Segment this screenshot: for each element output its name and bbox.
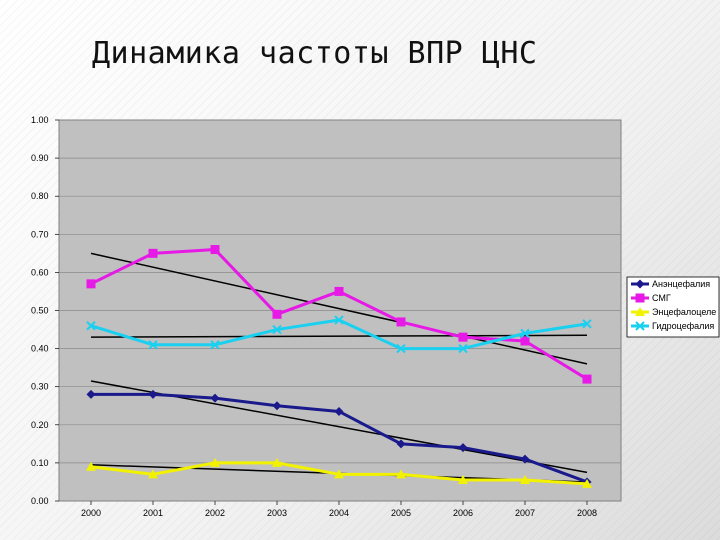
data-point [520,475,530,485]
legend-label: Энцефалоцеле [652,307,716,317]
data-point [582,478,592,488]
data-point [520,328,530,339]
data-point [148,389,158,399]
x-tick-label: 2004 [329,508,349,518]
data-point [334,406,344,416]
data-point [396,317,406,327]
data-point [272,309,282,319]
data-point [334,315,344,325]
data-point [86,461,96,471]
x-tick-label: 2008 [577,508,597,518]
x-tick-label: 2001 [143,508,163,518]
data-point [458,475,468,485]
data-point [210,393,220,403]
y-tick-label: 0.80 [31,191,49,201]
y-tick-label: 0.40 [31,344,49,354]
legend-label: Гидроцефалия [652,321,714,331]
data-point [635,293,645,303]
data-point [210,340,220,350]
trend-line [90,252,588,365]
x-tick-label: 2005 [391,508,411,518]
data-point [272,457,282,467]
data-point [520,336,530,346]
data-point [582,374,592,384]
x-tick-label: 2000 [81,508,101,518]
x-tick-label: 2007 [515,508,535,518]
data-point [148,340,158,350]
x-tick-label: 2006 [453,508,473,518]
data-point [458,343,468,354]
y-tick-label: 1.00 [31,115,49,125]
data-point [86,321,96,331]
data-point [86,389,96,399]
y-tick-label: 0.70 [31,229,49,239]
grid-lines [59,157,621,464]
legend-label: СМГ [652,293,671,303]
data-point [210,245,220,255]
data-point [272,401,282,411]
data-point [334,469,344,479]
y-tick-label: 0.60 [31,267,49,277]
data-point [458,332,468,342]
x-axis-ticks: 2000 2001 2002 2003 2004 2005 2006 2007 2008 [81,501,597,518]
y-tick-label: 0.30 [31,382,49,392]
data-point [334,286,344,296]
trend-line [90,334,588,338]
y-tick-label: 0.20 [31,420,49,430]
data-point [86,279,96,289]
data-point [396,469,406,479]
y-axis-ticks: 0.00 0.10 0.20 0.30 0.40 0.50 0.60 0.70 0.80 0.90… [31,115,59,506]
data-point [210,457,220,467]
data-point [458,443,468,453]
y-tick-label: 0.50 [31,306,49,316]
data-point [582,319,592,329]
data-point [635,307,645,316]
data-point [272,324,282,335]
data-point [148,469,158,479]
x-tick-label: 2003 [267,508,287,518]
x-tick-label: 2002 [205,508,225,518]
data-point [520,454,530,464]
data-point [635,279,645,289]
legend-label: Анэнцефалия [652,279,710,289]
y-tick-label: 0.00 [31,496,49,506]
legend: Анэнцефалия СМГ Энцефалоцеле Гидроцефалия [626,276,720,338]
slide-title: Динамика частоты ВПР ЦНС [92,36,538,71]
data-point [396,439,406,449]
data-point [148,248,158,258]
series-lines [86,245,592,488]
y-tick-label: 0.10 [31,458,49,468]
data-point [635,321,645,331]
data-point [396,343,406,354]
y-tick-label: 0.90 [31,153,49,163]
